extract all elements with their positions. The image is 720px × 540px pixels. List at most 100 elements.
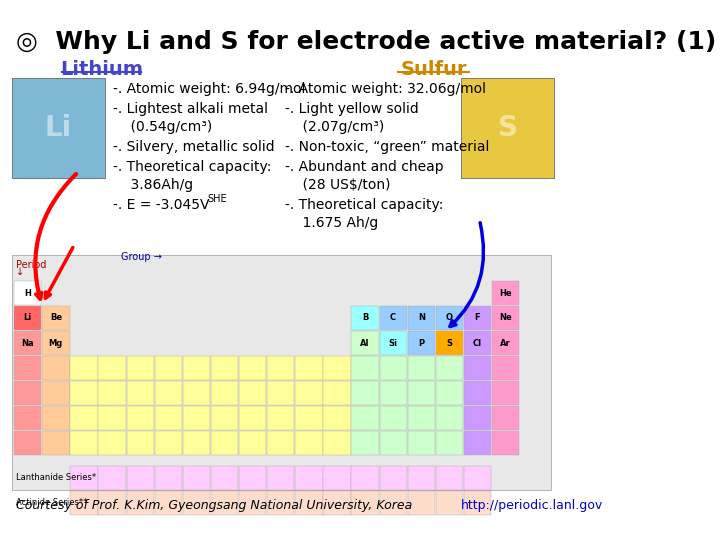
FancyBboxPatch shape <box>351 491 379 515</box>
Text: Cl: Cl <box>473 339 482 348</box>
FancyBboxPatch shape <box>436 306 463 330</box>
FancyBboxPatch shape <box>99 406 126 430</box>
FancyBboxPatch shape <box>14 431 41 455</box>
FancyBboxPatch shape <box>408 466 435 490</box>
Text: S: S <box>498 114 518 142</box>
Text: C: C <box>390 314 396 322</box>
Text: H: H <box>24 288 31 298</box>
Text: B: B <box>362 314 368 322</box>
Text: 3.86Ah/g: 3.86Ah/g <box>113 178 194 192</box>
FancyBboxPatch shape <box>295 381 323 405</box>
Text: Al: Al <box>360 339 370 348</box>
Text: ◎  Why Li and S for electrode active material? (1): ◎ Why Li and S for electrode active mate… <box>16 30 716 54</box>
FancyBboxPatch shape <box>379 406 407 430</box>
Text: -. Non-toxic, “green” material: -. Non-toxic, “green” material <box>285 140 490 154</box>
FancyBboxPatch shape <box>436 431 463 455</box>
FancyBboxPatch shape <box>267 406 294 430</box>
FancyBboxPatch shape <box>267 381 294 405</box>
FancyBboxPatch shape <box>239 491 266 515</box>
FancyBboxPatch shape <box>239 356 266 380</box>
FancyBboxPatch shape <box>492 406 519 430</box>
Text: P: P <box>418 339 424 348</box>
FancyBboxPatch shape <box>71 406 98 430</box>
FancyBboxPatch shape <box>211 466 238 490</box>
Text: Actinide Series**: Actinide Series** <box>16 498 87 507</box>
Text: Lanthanide Series*: Lanthanide Series* <box>16 473 96 482</box>
FancyBboxPatch shape <box>492 356 519 380</box>
FancyBboxPatch shape <box>323 466 351 490</box>
FancyBboxPatch shape <box>267 431 294 455</box>
Text: -. E = -3.045V: -. E = -3.045V <box>113 198 210 212</box>
FancyBboxPatch shape <box>127 381 154 405</box>
FancyBboxPatch shape <box>183 466 210 490</box>
FancyBboxPatch shape <box>295 406 323 430</box>
FancyBboxPatch shape <box>211 406 238 430</box>
FancyBboxPatch shape <box>239 431 266 455</box>
FancyBboxPatch shape <box>239 406 266 430</box>
FancyBboxPatch shape <box>14 306 41 330</box>
FancyBboxPatch shape <box>436 466 463 490</box>
FancyBboxPatch shape <box>71 356 98 380</box>
FancyBboxPatch shape <box>42 381 70 405</box>
Text: O: O <box>446 314 453 322</box>
FancyBboxPatch shape <box>492 381 519 405</box>
FancyBboxPatch shape <box>127 431 154 455</box>
FancyBboxPatch shape <box>71 431 98 455</box>
FancyBboxPatch shape <box>12 78 105 178</box>
FancyBboxPatch shape <box>267 491 294 515</box>
FancyBboxPatch shape <box>183 356 210 380</box>
FancyBboxPatch shape <box>183 406 210 430</box>
FancyBboxPatch shape <box>323 406 351 430</box>
FancyBboxPatch shape <box>464 406 491 430</box>
FancyBboxPatch shape <box>323 431 351 455</box>
Text: Courtesy of Prof. K.Kim, Gyeongsang National University, Korea: Courtesy of Prof. K.Kim, Gyeongsang Nati… <box>16 499 412 512</box>
FancyBboxPatch shape <box>492 331 519 355</box>
FancyBboxPatch shape <box>42 406 70 430</box>
FancyBboxPatch shape <box>351 466 379 490</box>
Text: -. Theoretical capacity:: -. Theoretical capacity: <box>113 160 271 174</box>
FancyBboxPatch shape <box>492 281 519 305</box>
Text: Ar: Ar <box>500 339 511 348</box>
FancyBboxPatch shape <box>379 356 407 380</box>
FancyBboxPatch shape <box>436 356 463 380</box>
FancyBboxPatch shape <box>42 331 70 355</box>
FancyBboxPatch shape <box>295 431 323 455</box>
FancyBboxPatch shape <box>351 306 379 330</box>
FancyBboxPatch shape <box>295 356 323 380</box>
Text: -. Atomic weight: 32.06g/mol: -. Atomic weight: 32.06g/mol <box>285 82 486 96</box>
FancyBboxPatch shape <box>464 491 491 515</box>
FancyBboxPatch shape <box>99 356 126 380</box>
FancyBboxPatch shape <box>464 431 491 455</box>
FancyBboxPatch shape <box>155 431 182 455</box>
FancyBboxPatch shape <box>379 466 407 490</box>
FancyBboxPatch shape <box>127 406 154 430</box>
Text: -. Lightest alkali metal: -. Lightest alkali metal <box>113 102 269 116</box>
Text: -. Abundant and cheap: -. Abundant and cheap <box>285 160 444 174</box>
FancyBboxPatch shape <box>351 381 379 405</box>
FancyBboxPatch shape <box>14 356 41 380</box>
FancyBboxPatch shape <box>127 491 154 515</box>
FancyBboxPatch shape <box>461 78 554 178</box>
FancyBboxPatch shape <box>464 306 491 330</box>
FancyBboxPatch shape <box>267 466 294 490</box>
Text: Na: Na <box>22 339 34 348</box>
Text: http://periodic.lanl.gov: http://periodic.lanl.gov <box>461 499 603 512</box>
Text: 1.675 Ah/g: 1.675 Ah/g <box>285 216 378 230</box>
FancyBboxPatch shape <box>295 491 323 515</box>
FancyBboxPatch shape <box>323 381 351 405</box>
Text: -. Silvery, metallic solid: -. Silvery, metallic solid <box>113 140 275 154</box>
FancyBboxPatch shape <box>14 281 41 305</box>
FancyBboxPatch shape <box>436 406 463 430</box>
FancyBboxPatch shape <box>14 381 41 405</box>
FancyBboxPatch shape <box>408 331 435 355</box>
FancyBboxPatch shape <box>408 406 435 430</box>
FancyBboxPatch shape <box>351 431 379 455</box>
Text: ↓: ↓ <box>16 267 24 277</box>
Text: Group →: Group → <box>121 252 162 262</box>
FancyBboxPatch shape <box>99 381 126 405</box>
FancyBboxPatch shape <box>436 381 463 405</box>
Text: Sulfur: Sulfur <box>400 60 467 79</box>
FancyBboxPatch shape <box>42 306 70 330</box>
FancyBboxPatch shape <box>379 306 407 330</box>
FancyBboxPatch shape <box>464 466 491 490</box>
